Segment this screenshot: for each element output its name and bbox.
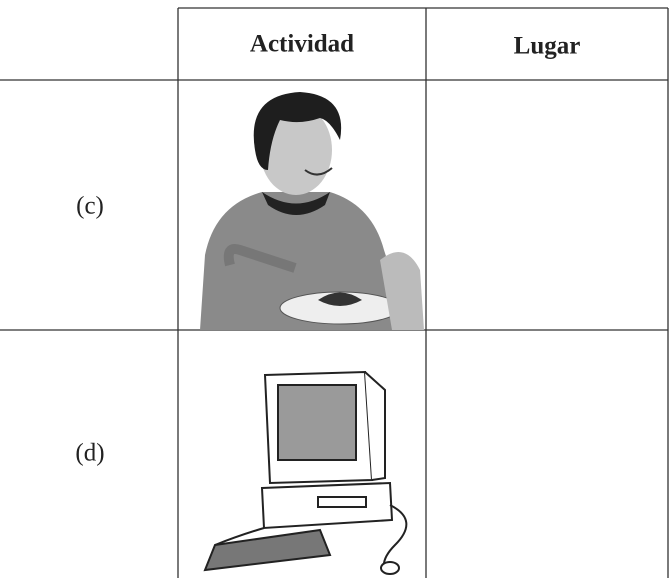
row-label: (c) [76, 193, 104, 220]
computer-illustration [203, 370, 408, 575]
header-cell: Actividad [250, 31, 354, 58]
eating-illustration [200, 92, 424, 330]
header-cell: Lugar [514, 33, 581, 60]
row-label: (d) [75, 440, 104, 467]
